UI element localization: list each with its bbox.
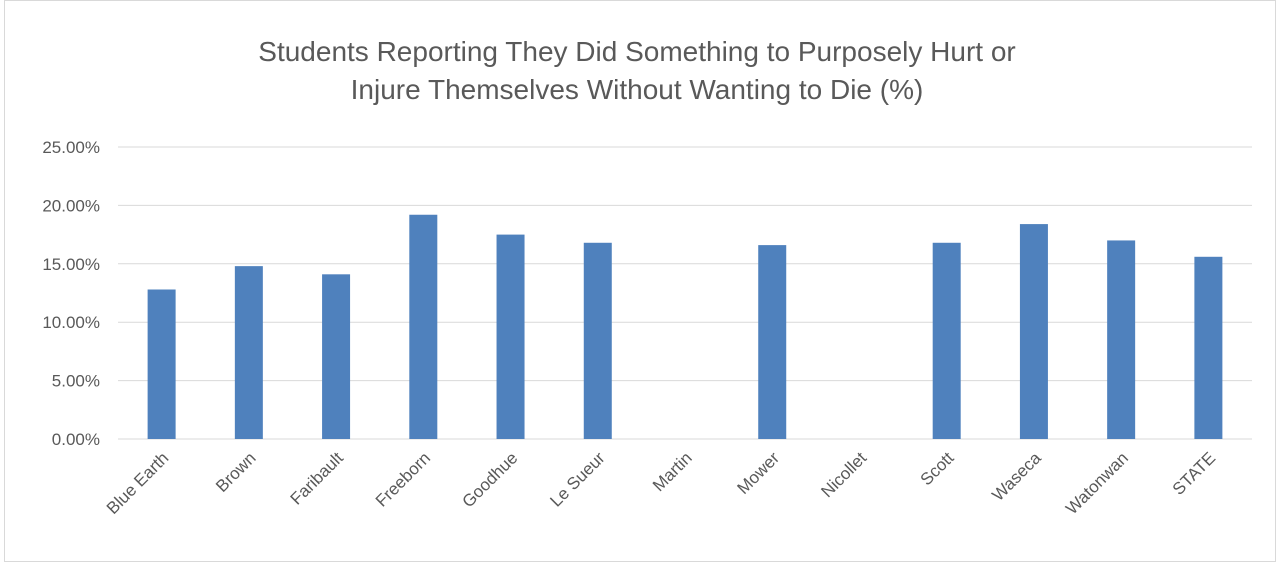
x-category-label: Le Sueur bbox=[546, 448, 608, 510]
y-tick-label: 5.00% bbox=[52, 372, 100, 391]
chart-title-line-1: Students Reporting They Did Something to… bbox=[258, 36, 1015, 67]
bar-chart: Students Reporting They Did Something to… bbox=[42, 36, 1252, 518]
x-category-label: Waseca bbox=[988, 448, 1045, 505]
x-category-label: Brown bbox=[212, 448, 260, 496]
bar-scott bbox=[932, 242, 961, 439]
chart-title-line-2: Injure Themselves Without Wanting to Die… bbox=[351, 74, 924, 105]
x-category-label: Mower bbox=[734, 448, 784, 498]
bar-watonwan bbox=[1107, 240, 1136, 439]
bars bbox=[147, 214, 1223, 439]
chart-frame: Students Reporting They Did Something to… bbox=[4, 0, 1276, 562]
x-category-label: Scott bbox=[917, 448, 958, 489]
y-tick-label: 20.00% bbox=[42, 196, 100, 215]
x-category-label: Nicollet bbox=[817, 448, 870, 501]
bar-mower bbox=[758, 245, 787, 439]
x-category-label: Watonwan bbox=[1062, 448, 1132, 518]
bar-le-sueur bbox=[583, 242, 612, 439]
bar-blue-earth bbox=[147, 289, 176, 439]
x-category-label: STATE bbox=[1169, 448, 1219, 498]
bar-faribault bbox=[322, 274, 351, 439]
bar-brown bbox=[234, 266, 263, 439]
x-category-label: Goodhue bbox=[458, 448, 521, 511]
bar-freeborn bbox=[409, 214, 438, 439]
x-axis-labels: Blue Earth Brown Faribault Freeborn Goodhue L… bbox=[103, 448, 1219, 518]
x-category-label: Martin bbox=[649, 448, 696, 495]
bar-waseca bbox=[1019, 224, 1048, 439]
gridlines bbox=[118, 146, 1252, 440]
y-tick-label: 10.00% bbox=[42, 313, 100, 332]
x-category-label: Faribault bbox=[287, 448, 347, 508]
x-category-label: Blue Earth bbox=[103, 448, 173, 518]
y-tick-label: 25.00% bbox=[42, 138, 100, 157]
y-tick-label: 15.00% bbox=[42, 255, 100, 274]
y-axis-ticks: 0.00% 5.00% 10.00% 15.00% 20.00% 25.00% bbox=[42, 138, 100, 449]
y-tick-label: 0.00% bbox=[52, 430, 100, 449]
x-category-label: Freeborn bbox=[372, 448, 434, 510]
bar-goodhue bbox=[496, 234, 525, 439]
bar-state bbox=[1194, 256, 1223, 439]
